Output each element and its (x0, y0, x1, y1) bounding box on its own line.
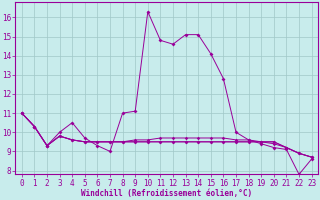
X-axis label: Windchill (Refroidissement éolien,°C): Windchill (Refroidissement éolien,°C) (81, 189, 252, 198)
